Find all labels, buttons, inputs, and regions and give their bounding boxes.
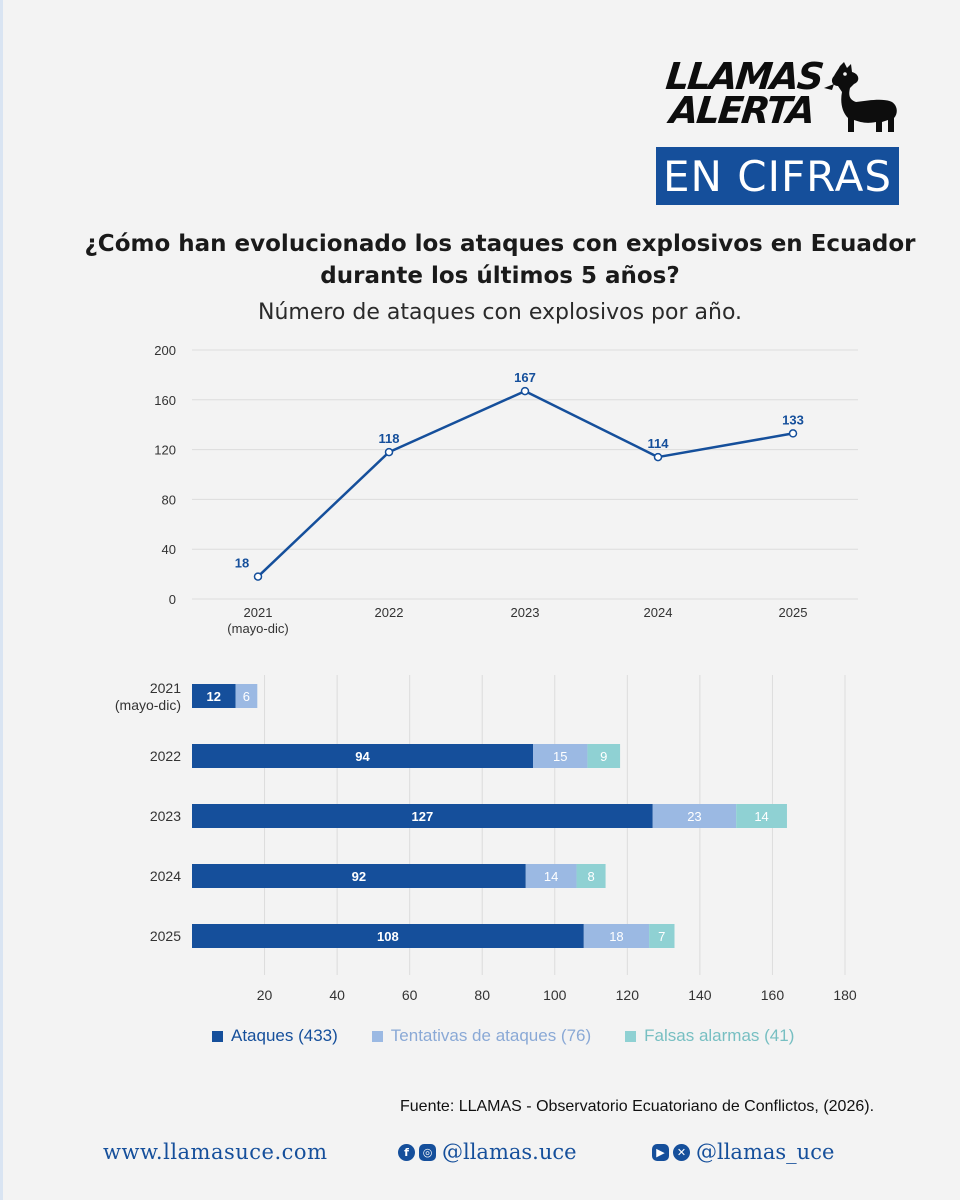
line-point [788,429,798,438]
bar-x-tick-label: 120 [616,987,640,1003]
bar-data-label: 108 [377,929,399,944]
bar-segment [533,744,588,768]
legend-swatch-ataques [212,1030,223,1042]
social-handle-1[interactable]: @llamas.uce [442,1140,577,1164]
bar-x-tick-label: 60 [402,987,418,1003]
bar-x-tick-label: 160 [761,987,785,1003]
x-icon[interactable]: ✕ [673,1143,690,1161]
bar-data-label: 14 [544,869,558,884]
bar-x-tick-label: 100 [543,987,567,1003]
legend-item-falsas: Falsas alarmas (41) [625,1026,794,1046]
source-note: Fuente: LLAMAS - Observatorio Ecuatorian… [400,1098,875,1115]
bar-data-label: 15 [553,749,567,764]
bar-segment [576,864,606,888]
legend-label-falsas: Falsas alarmas (41) [644,1026,795,1045]
bar-data-label: 92 [352,869,366,884]
line-x-tick-label: 2021 [244,605,273,620]
bar-y-tick-label: 2024 [150,868,181,884]
line-y-tick-label: 80 [162,492,176,507]
line-x-tick-label: (mayo-dic) [227,621,288,636]
bar-data-label: 127 [412,809,434,824]
chart-title-line2: durante los últimos 5 años? [320,263,680,289]
bar-y-tick-label: 2025 [150,928,181,944]
brand-logo: LLAMAS ALERTA [660,55,900,132]
social-handle-2[interactable]: @llamas_uce [696,1140,835,1164]
bar-data-label: 9 [600,749,607,764]
bar-segment [583,924,650,948]
chart-subtitle: Número de ataques con explosivos por año… [257,300,743,325]
bar-x-tick-label: 140 [688,987,712,1003]
bar-segment [235,684,258,708]
legend-item-ataques: Ataques (433) [212,1026,338,1046]
en-cifras-badge: EN CIFRAS [656,147,899,205]
bar-data-label: 14 [754,809,768,824]
bar-segment [192,924,584,948]
bar-data-label: 94 [355,749,370,764]
line-chart: 0 40 80 120 160 200 2021(mayo-dic) 2022 2023 2024… [154,343,858,636]
line-y-tick-label: 40 [162,542,176,557]
line-point [520,386,530,396]
bar-chart-legend: Ataques (433) Tentativas de ataques (76)… [212,1026,794,1046]
legend-label-ataques: Ataques (433) [231,1026,338,1045]
line-point [653,452,663,462]
chart-title-line1: ¿Cómo han evolucionado los ataques con e… [84,231,916,257]
bar-data-label: 7 [658,929,665,944]
social-group-1: f ◎ @llamas.uce [398,1140,577,1164]
instagram-icon[interactable]: ◎ [419,1143,436,1161]
line-point [384,447,394,457]
bar-segment [192,744,534,768]
stacked-bar-chart: 20 40 60 80 100 120 140 160 180 2021(mayo-dic) 12 6… [115,675,857,1003]
line-x-tick-label: 2024 [644,605,673,620]
line-y-tick-label: 160 [154,393,176,408]
bar-data-label: 6 [243,689,250,704]
website-link[interactable]: www.llamasuce.com [103,1140,328,1164]
line-point [253,572,263,581]
bar-data-label: 12 [207,689,221,704]
legend-swatch-falsas [625,1030,637,1042]
llama-icon [824,62,897,132]
bar-segment [649,924,675,948]
chart-title: ¿Cómo han evolucionado los ataques con e… [80,228,920,292]
legend-swatch-tentativas [371,1030,383,1042]
line-x-tick-label: 2023 [511,605,540,620]
bar-segment [736,804,787,828]
bar-segment [587,744,621,768]
line-data-label: 18 [235,556,249,571]
page-edge-accent [0,0,3,1200]
bar-y-tick-label: (mayo-dic) [115,697,181,713]
bar-x-tick-label: 80 [474,987,490,1003]
line-data-label: 133 [782,412,804,427]
bar-y-tick-label: 2022 [150,748,181,764]
social-group-2: ▶ ✕ @llamas_uce [652,1140,834,1164]
line-x-tick-label: 2025 [779,605,808,620]
bar-data-label: 18 [609,929,623,944]
line-y-tick-label: 0 [169,592,176,607]
legend-label-tentativas: Tentativas de ataques (76) [390,1026,592,1045]
line-data-label: 114 [648,436,670,451]
bar-segment [192,864,526,888]
line-y-tick-label: 120 [154,443,176,458]
bar-segment [192,684,236,708]
bar-data-label: 8 [587,869,594,884]
facebook-icon[interactable]: f [398,1143,415,1161]
bar-y-tick-label: 2023 [150,808,181,824]
line-data-label: 118 [379,431,400,446]
bar-x-tick-label: 180 [833,987,857,1003]
bar-segment [525,864,577,888]
line-y-tick-label: 200 [154,343,176,358]
legend-item-tentativas: Tentativas de ataques (76) [371,1026,592,1046]
bar-x-tick-label: 20 [257,987,273,1003]
bar-data-label: 23 [687,809,701,824]
bar-y-tick-label: 2021 [150,680,181,696]
line-x-tick-label: 2022 [375,605,404,620]
bar-x-tick-label: 40 [329,987,345,1003]
bar-segment [192,804,653,828]
bar-segment [652,804,737,828]
youtube-icon[interactable]: ▶ [652,1143,669,1161]
line-data-label: 167 [514,370,536,385]
